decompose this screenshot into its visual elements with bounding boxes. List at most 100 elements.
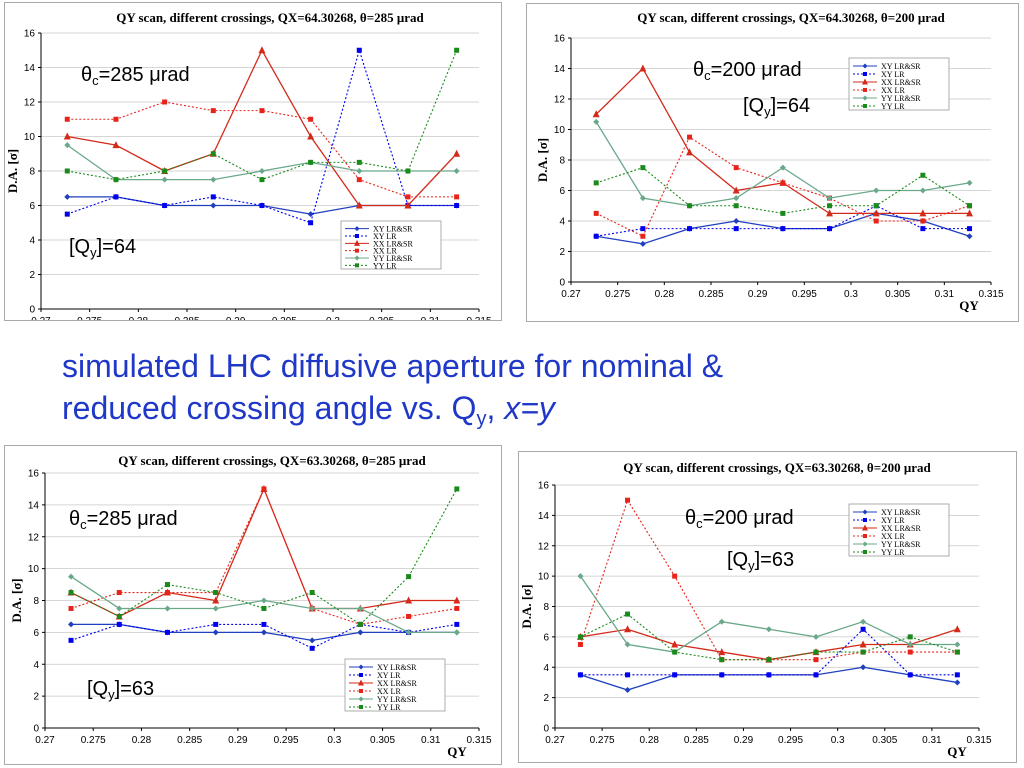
legend-label: XY LR&SR	[881, 508, 921, 517]
y-tick-label: 14	[554, 64, 566, 75]
data-point	[453, 596, 461, 604]
y-tick-label: 8	[33, 596, 39, 607]
slide-caption: simulated LHC diffusive aperture for nom…	[62, 345, 962, 440]
data-point	[780, 180, 786, 186]
data-point	[779, 164, 786, 171]
x-tick-label: 0.275	[77, 316, 102, 320]
data-point	[687, 226, 693, 232]
chart-title: QY scan, different crossings, QX=64.3026…	[637, 10, 945, 25]
x-tick-label: 0.31	[421, 735, 441, 746]
y-axis-label: D.A. [σ]	[5, 149, 20, 193]
data-point	[827, 226, 833, 232]
data-point	[672, 649, 678, 655]
data-point	[625, 672, 631, 678]
legend-label: YY LR	[881, 548, 905, 557]
series-line	[70, 488, 458, 626]
data-point	[454, 47, 460, 53]
data-point	[210, 151, 216, 157]
data-point	[357, 629, 364, 636]
y-tick-label: 10	[554, 125, 566, 136]
legend-marker	[862, 63, 868, 69]
data-point	[307, 211, 314, 218]
series-yy-lr	[577, 611, 960, 663]
data-point	[309, 605, 316, 612]
data-point	[113, 194, 119, 200]
series-line	[579, 575, 958, 653]
x-tick-label: 0.295	[792, 289, 817, 300]
data-point	[68, 621, 75, 628]
legend-label: YY LR	[881, 102, 905, 111]
legend-marker	[358, 696, 364, 702]
series-line	[580, 628, 958, 661]
data-point	[919, 187, 926, 194]
y-tick-label: 2	[543, 693, 549, 704]
series-xy-lr	[64, 47, 460, 226]
y-tick-label: 8	[559, 156, 565, 167]
data-point	[309, 590, 315, 596]
data-point	[63, 132, 71, 140]
x-tick-label: 0.28	[132, 735, 152, 746]
data-point	[68, 637, 74, 643]
data-point	[907, 634, 913, 640]
y-tick-label: 6	[29, 201, 35, 212]
x-tick-label: 0.3	[831, 735, 845, 746]
chart-4-svg: QY scan, different crossings, QX=63.3026…	[519, 460, 992, 759]
series-yy-lr	[68, 486, 460, 627]
data-point	[967, 203, 973, 209]
y-tick-label: 12	[554, 95, 566, 106]
legend-label: XY LR	[373, 232, 397, 241]
x-tick-label: 0.295	[272, 316, 297, 320]
legend-label: XX LR&SR	[377, 679, 417, 688]
data-point	[687, 134, 693, 140]
chart-title: QY scan, different crossings, QX=63.3026…	[118, 453, 426, 468]
series-line	[580, 613, 958, 661]
data-point	[112, 141, 120, 149]
x-tick-label: 0.31	[935, 289, 955, 300]
x-tick-label: 0.29	[734, 735, 754, 746]
legend-marker	[862, 541, 868, 547]
data-point	[672, 672, 678, 678]
data-point	[593, 118, 600, 125]
data-point	[624, 687, 631, 694]
theta-annotation-2: θc=200 μrad	[693, 59, 802, 83]
data-point	[454, 486, 460, 492]
data-point	[813, 649, 819, 655]
data-point	[954, 649, 960, 655]
x-tick-label: 0.305	[872, 735, 897, 746]
qy-annotation-1: [Qy]=64	[69, 236, 137, 260]
legend-label: XX LR	[373, 247, 397, 256]
y-axis-label: D.A. [σ]	[535, 138, 550, 182]
series-xx-lr	[64, 99, 460, 200]
data-point	[357, 621, 363, 627]
data-point	[259, 203, 265, 208]
data-point	[718, 618, 725, 625]
x-tick-label: 0.305	[369, 316, 394, 320]
data-point	[405, 168, 411, 174]
series-xx-lr	[593, 134, 973, 239]
data-point	[356, 159, 362, 165]
data-point	[162, 99, 168, 105]
theta-annotation-1: θc=285 μrad	[81, 64, 190, 88]
data-point	[406, 574, 412, 580]
series-line	[595, 136, 970, 237]
x-tick-label: 0.29	[228, 735, 248, 746]
y-axis-label: D.A. [σ]	[519, 584, 534, 628]
series-line	[67, 101, 457, 198]
data-point	[453, 629, 460, 636]
legend-label: XX LR&SR	[881, 524, 921, 533]
data-point	[765, 626, 772, 633]
x-axis-label: QY	[959, 298, 979, 313]
legend-marker	[359, 673, 363, 677]
x-tick-label: 0.315	[466, 316, 491, 320]
series-line	[596, 205, 970, 237]
x-tick-label: 0.305	[370, 735, 395, 746]
data-point	[116, 621, 122, 627]
x-tick-label: 0.315	[466, 735, 491, 746]
data-point	[954, 672, 960, 678]
data-point	[406, 613, 412, 619]
data-point	[966, 233, 973, 240]
data-point	[873, 187, 880, 194]
data-point	[161, 176, 168, 183]
y-tick-label: 2	[559, 247, 565, 258]
legend-label: XY LR	[881, 516, 905, 525]
